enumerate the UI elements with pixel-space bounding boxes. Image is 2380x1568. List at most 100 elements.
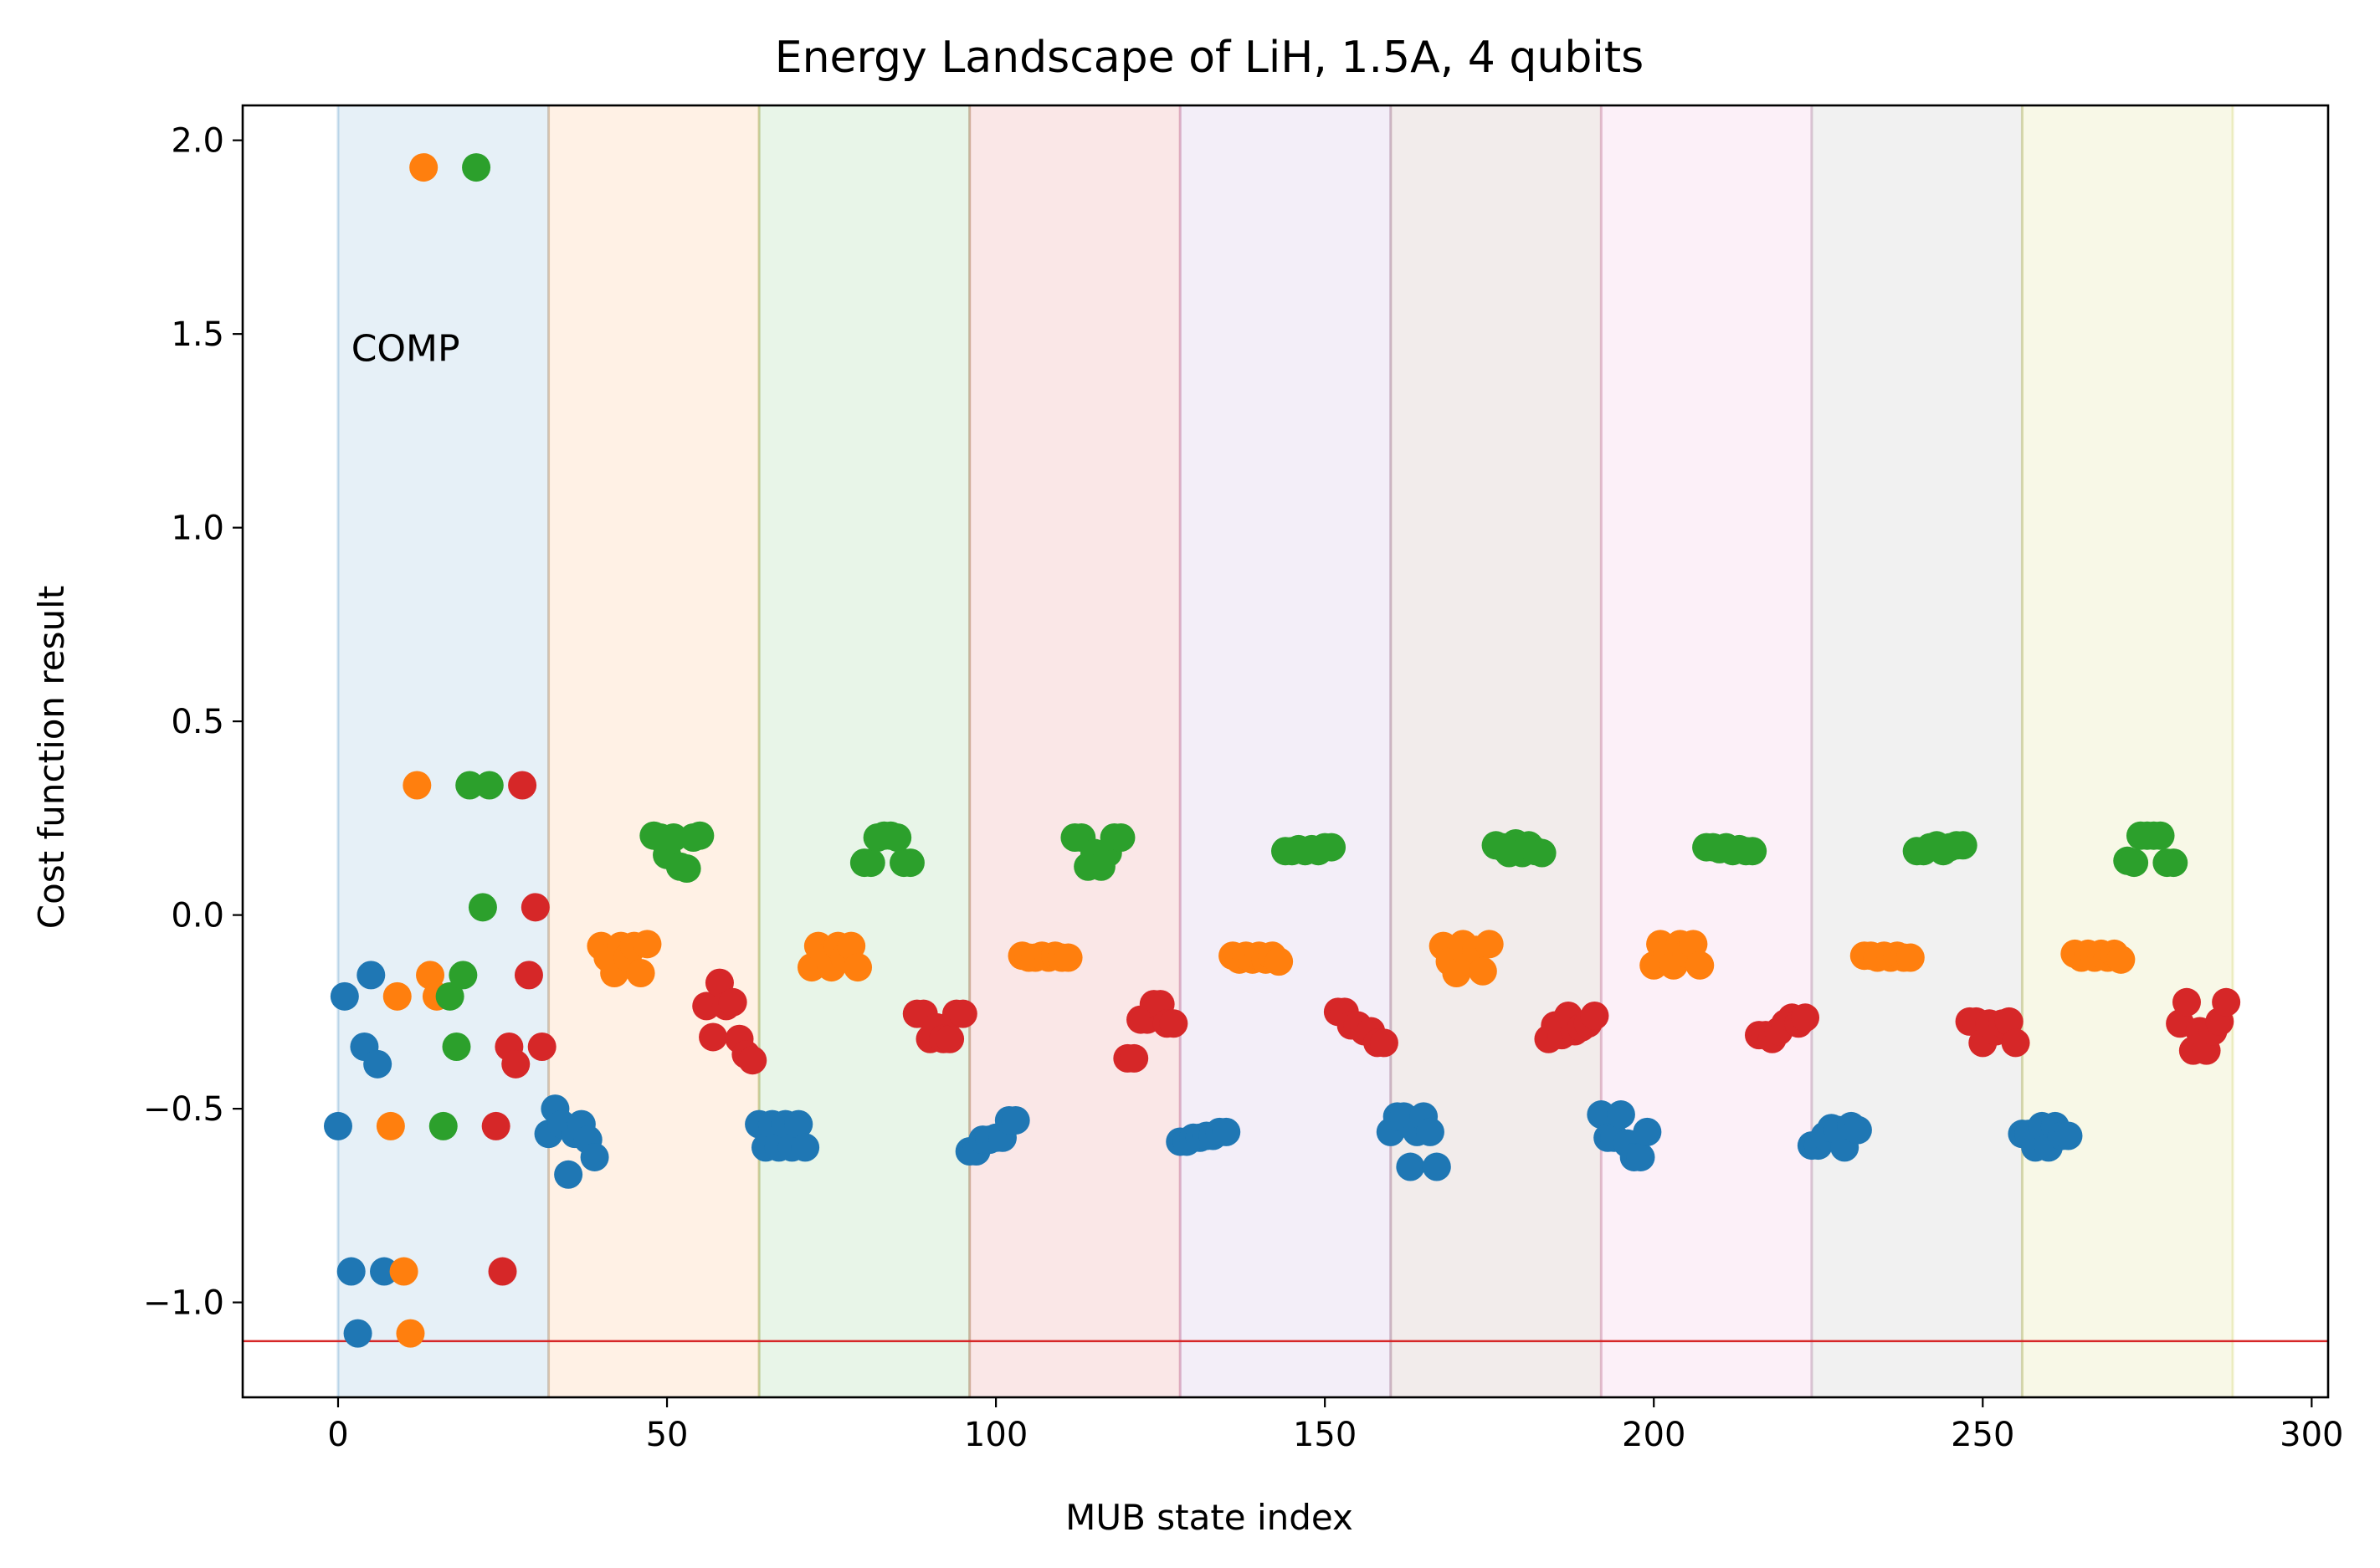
chart-title: Energy Landscape of LiH, 1.5A, 4 qubits — [775, 33, 1644, 83]
y-tick-label-0: −1.0 — [143, 1284, 224, 1323]
point-s3-31 — [1159, 1009, 1188, 1038]
x-tick-label-2: 100 — [964, 1416, 1028, 1454]
band-6 — [1601, 105, 1812, 1397]
points-layer — [323, 153, 2241, 1348]
point-s2-1 — [435, 981, 464, 1011]
point-s3-65 — [2172, 987, 2201, 1017]
point-s1-2 — [389, 1257, 418, 1286]
point-s2-2 — [442, 1033, 471, 1062]
point-s0-31 — [1001, 1105, 1030, 1135]
point-s0-6 — [363, 1049, 392, 1079]
point-s0-54 — [1626, 1142, 1655, 1171]
point-s0-71 — [2054, 1121, 2083, 1150]
x-tick-label-5: 250 — [1951, 1416, 2014, 1454]
band-5 — [1390, 105, 1602, 1397]
point-s2-65 — [2120, 848, 2149, 878]
plot-frame — [241, 104, 2330, 1399]
y-tick-label-6: 2.0 — [171, 122, 224, 161]
point-s2-15 — [685, 821, 715, 850]
band-3 — [969, 105, 1181, 1397]
point-s3-47 — [1580, 1001, 1609, 1030]
y-tick-label-5: 1.5 — [171, 315, 224, 354]
point-s3-4 — [508, 771, 537, 800]
point-s2-21 — [883, 823, 912, 853]
y-tick-label-3: 0.5 — [171, 703, 224, 741]
point-s3-15 — [738, 1046, 767, 1075]
point-s0-0 — [323, 1111, 352, 1140]
point-s1-31 — [1054, 943, 1083, 972]
point-s1-47 — [1475, 930, 1504, 959]
point-s2-7 — [474, 771, 504, 800]
point-s1-14 — [626, 959, 655, 988]
point-s2-4 — [455, 771, 485, 800]
point-s3-23 — [948, 999, 977, 1028]
point-s2-11 — [659, 823, 688, 853]
point-s0-5 — [356, 961, 386, 990]
x-tick-label-4: 200 — [1622, 1416, 1685, 1454]
point-s3-6 — [521, 893, 550, 922]
point-s3-3 — [501, 1049, 531, 1079]
point-s2-55 — [1738, 837, 1767, 866]
point-s3-0 — [481, 1111, 510, 1140]
point-s0-55 — [1633, 1117, 1662, 1146]
point-s3-9 — [699, 1022, 728, 1052]
point-s3-63 — [2001, 1028, 2030, 1058]
y-tick-label-4: 1.0 — [171, 510, 224, 548]
point-s1-46 — [1468, 956, 1497, 986]
point-s2-39 — [1317, 833, 1346, 862]
point-s1-4 — [403, 771, 432, 800]
point-s1-1 — [382, 981, 412, 1011]
point-s1-15 — [633, 930, 662, 959]
point-s3-7 — [527, 1033, 557, 1062]
point-s1-55 — [1685, 951, 1715, 980]
point-s0-23 — [791, 1133, 820, 1162]
x-axis-label: MUB state index — [1065, 1497, 1353, 1538]
x-tick-label-3: 150 — [1293, 1416, 1357, 1454]
point-s0-11 — [554, 1160, 583, 1189]
point-s3-8 — [692, 992, 721, 1021]
y-tick-label-2: 0.0 — [171, 897, 224, 935]
axes-layer: 0 50 100 150 200 250 300 −1.0 −0.5 0.0 0.5 1.0 1.5 2.… — [143, 104, 2344, 1454]
point-s2-5 — [462, 153, 491, 182]
point-s3-39 — [1369, 1028, 1398, 1058]
point-s0-3 — [343, 1319, 372, 1348]
band-7 — [1811, 105, 2023, 1397]
point-s0-22 — [784, 1109, 813, 1139]
point-s2-0 — [428, 1111, 458, 1140]
annotation-comp: COMP — [351, 328, 460, 371]
point-s1-0 — [376, 1111, 405, 1140]
point-s1-63 — [1895, 943, 1925, 972]
point-s0-39 — [1212, 1117, 1241, 1146]
point-s1-39 — [1264, 947, 1294, 976]
point-s2-6 — [468, 893, 497, 922]
point-s2-71 — [2159, 848, 2188, 878]
point-s3-25 — [1120, 1043, 1149, 1073]
band-8 — [2022, 105, 2234, 1397]
band-0 — [337, 105, 549, 1397]
point-s3-71 — [2212, 987, 2241, 1017]
point-s0-51 — [1606, 1100, 1635, 1130]
point-s1-5 — [409, 153, 439, 182]
point-s0-1 — [330, 981, 359, 1011]
point-s2-23 — [895, 848, 925, 878]
bands-layer — [336, 105, 2234, 1397]
y-tick-label-1: −0.5 — [143, 1090, 224, 1129]
point-s2-17 — [856, 848, 885, 878]
point-s0-46 — [1415, 1117, 1444, 1146]
point-s1-3 — [396, 1319, 425, 1348]
point-s2-31 — [1106, 823, 1136, 853]
point-s0-43 — [1396, 1152, 1425, 1181]
point-s2-69 — [2146, 821, 2175, 850]
point-s0-7 — [370, 1257, 399, 1286]
point-s1-71 — [2106, 945, 2136, 974]
point-s3-1 — [488, 1257, 517, 1286]
x-tick-label-6: 300 — [2280, 1416, 2343, 1454]
point-s0-48 — [1587, 1100, 1616, 1130]
point-s0-15 — [580, 1142, 609, 1171]
band-1 — [548, 105, 760, 1397]
point-s0-47 — [1422, 1152, 1451, 1181]
point-s2-47 — [1527, 838, 1557, 868]
point-s1-23 — [844, 953, 873, 982]
point-s3-21 — [936, 1024, 965, 1053]
